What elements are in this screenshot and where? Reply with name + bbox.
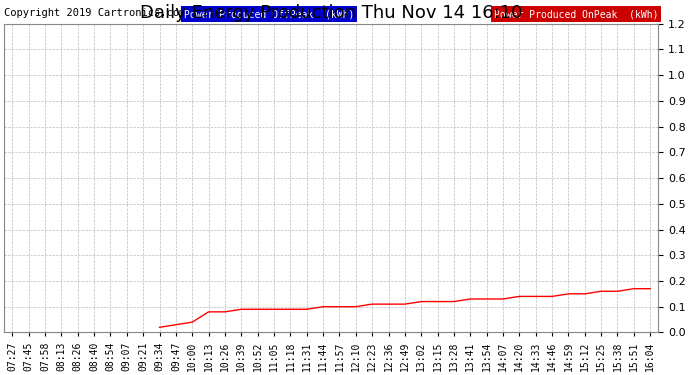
Text: Power Produced OnPeak  (kWh): Power Produced OnPeak (kWh) <box>494 9 658 19</box>
Text: Power Produced OffPeak  (kWh): Power Produced OffPeak (kWh) <box>184 9 354 19</box>
Text: Copyright 2019 Cartronics.com: Copyright 2019 Cartronics.com <box>4 8 186 18</box>
Title: Daily Energy Production Thu Nov 14 16:10: Daily Energy Production Thu Nov 14 16:10 <box>140 4 522 22</box>
